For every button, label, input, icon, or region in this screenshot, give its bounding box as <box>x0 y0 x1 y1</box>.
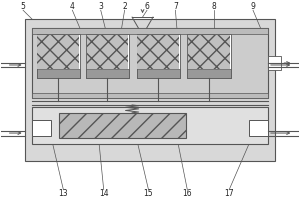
Text: 14: 14 <box>99 189 109 198</box>
Text: 5: 5 <box>21 2 26 11</box>
Text: 8: 8 <box>212 2 217 11</box>
Text: 17: 17 <box>224 189 234 198</box>
Bar <box>32 120 52 136</box>
Bar <box>32 28 268 34</box>
Bar <box>87 35 128 69</box>
Bar <box>136 34 180 78</box>
Text: 9: 9 <box>250 2 256 11</box>
Bar <box>59 113 186 138</box>
Bar <box>137 35 179 69</box>
Bar <box>32 107 268 144</box>
Bar <box>37 34 80 78</box>
Bar <box>136 69 180 78</box>
Bar <box>32 93 268 98</box>
Bar <box>187 34 231 78</box>
Text: 2: 2 <box>122 2 127 11</box>
Bar <box>268 56 281 70</box>
Text: 15: 15 <box>144 189 153 198</box>
Bar <box>32 28 268 98</box>
Text: 6: 6 <box>145 2 149 11</box>
Text: 4: 4 <box>70 2 75 11</box>
Bar <box>25 19 275 161</box>
Text: 13: 13 <box>58 189 68 198</box>
Text: 16: 16 <box>182 189 192 198</box>
Bar <box>86 69 129 78</box>
Bar <box>86 34 129 78</box>
Bar <box>187 69 231 78</box>
Text: 3: 3 <box>98 2 103 11</box>
Bar <box>37 69 80 78</box>
Bar <box>248 120 268 136</box>
Bar <box>38 35 79 69</box>
Bar <box>188 35 230 69</box>
Text: 7: 7 <box>173 2 178 11</box>
